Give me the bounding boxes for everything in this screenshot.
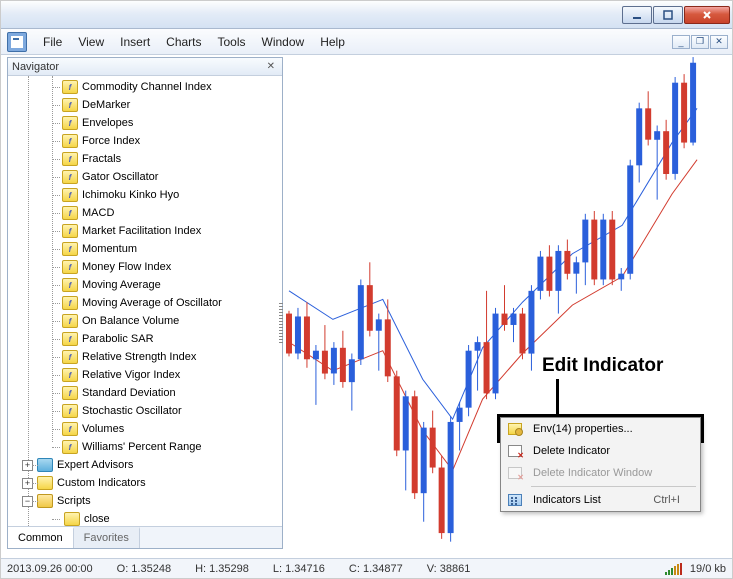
window-titlebar <box>1 1 732 29</box>
menu-tools[interactable]: Tools <box>210 31 254 53</box>
list-icon <box>508 494 522 506</box>
navigator-close-icon[interactable]: ✕ <box>264 61 278 72</box>
indicator-commodity-channel-index[interactable]: fCommodity Channel Index <box>8 78 282 96</box>
tree-item-close-script[interactable]: close <box>8 510 282 526</box>
status-date: 2013.09.26 00:00 <box>7 563 105 575</box>
expand-icon[interactable]: + <box>22 478 33 489</box>
menu-help[interactable]: Help <box>312 31 353 53</box>
indicator-volumes[interactable]: fVolumes <box>8 420 282 438</box>
status-open: O: 1.35248 <box>117 563 183 575</box>
menu-item-delete-indicator[interactable]: Delete Indicator <box>501 440 700 462</box>
tab-common[interactable]: Common <box>8 527 74 548</box>
status-high: H: 1.35298 <box>195 563 261 575</box>
indicator-williams-percent-range[interactable]: fWilliams' Percent Range <box>8 438 282 456</box>
indicator-fractals[interactable]: fFractals <box>8 150 282 168</box>
indicator-relative-strength-index[interactable]: fRelative Strength Index <box>8 348 282 366</box>
status-traffic: 19/0 kb <box>690 563 726 575</box>
menu-file[interactable]: File <box>35 31 70 53</box>
status-volume: V: 38861 <box>427 563 483 575</box>
indicator-moving-average[interactable]: fMoving Average <box>8 276 282 294</box>
indicator-icon: f <box>62 296 78 310</box>
indicator-envelopes[interactable]: fEnvelopes <box>8 114 282 132</box>
properties-icon <box>508 423 522 435</box>
custom-indicators-icon <box>37 476 53 490</box>
menu-item-delete-window: Delete Indicator Window <box>501 462 700 484</box>
maximize-button[interactable] <box>653 6 683 24</box>
statusbar: 2013.09.26 00:00 O: 1.35248 H: 1.35298 L… <box>1 558 732 578</box>
indicator-money-flow-index[interactable]: fMoney Flow Index <box>8 258 282 276</box>
indicator-icon: f <box>62 188 78 202</box>
indicator-icon: f <box>62 242 78 256</box>
indicator-macd[interactable]: fMACD <box>8 204 282 222</box>
mdi-restore-button[interactable]: ❐ <box>691 35 709 49</box>
menu-separator <box>531 486 696 487</box>
indicator-relative-vigor-index[interactable]: fRelative Vigor Index <box>8 366 282 384</box>
navigator-panel: Navigator ✕ fCommodity Channel IndexfDeM… <box>7 57 283 549</box>
expert-advisors-icon <box>37 458 53 472</box>
status-close: C: 1.34877 <box>349 563 415 575</box>
indicator-icon: f <box>62 224 78 238</box>
menu-item-properties[interactable]: Env(14) properties... <box>501 418 700 440</box>
tree-group-scripts[interactable]: −Scripts <box>8 492 282 510</box>
navigator-tabs: Common Favorites <box>8 526 282 548</box>
indicator-icon: f <box>62 80 78 94</box>
tab-favorites[interactable]: Favorites <box>74 527 140 548</box>
collapse-icon[interactable]: − <box>22 496 33 507</box>
indicator-icon: f <box>62 260 78 274</box>
indicator-icon: f <box>62 278 78 292</box>
delete-window-icon <box>508 467 522 479</box>
scripts-icon <box>37 494 53 508</box>
indicator-icon: f <box>62 314 78 328</box>
indicator-stochastic-oscillator[interactable]: fStochastic Oscillator <box>8 402 282 420</box>
app-icon <box>7 32 27 52</box>
delete-icon <box>508 445 522 457</box>
navigator-tree: fCommodity Channel IndexfDeMarkerfEnvelo… <box>8 76 282 526</box>
indicator-market-facilitation-index[interactable]: fMarket Facilitation Index <box>8 222 282 240</box>
menu-view[interactable]: View <box>70 31 112 53</box>
indicator-icon: f <box>62 440 78 454</box>
indicator-parabolic-sar[interactable]: fParabolic SAR <box>8 330 282 348</box>
mdi-close-button[interactable]: ✕ <box>710 35 728 49</box>
indicator-icon: f <box>62 368 78 382</box>
navigator-title: Navigator <box>12 61 59 73</box>
indicator-ichimoku-kinko-hyo[interactable]: fIchimoku Kinko Hyo <box>8 186 282 204</box>
menu-charts[interactable]: Charts <box>158 31 209 53</box>
indicator-force-index[interactable]: fForce Index <box>8 132 282 150</box>
script-icon <box>64 512 80 526</box>
indicator-gator-oscillator[interactable]: fGator Oscillator <box>8 168 282 186</box>
menu-item-indicators-list[interactable]: Indicators ListCtrl+I <box>501 489 700 511</box>
close-button[interactable] <box>684 6 730 24</box>
indicator-icon: f <box>62 152 78 166</box>
indicator-icon: f <box>62 386 78 400</box>
indicator-icon: f <box>62 206 78 220</box>
indicator-icon: f <box>62 116 78 130</box>
indicator-icon: f <box>62 422 78 436</box>
mdi-minimize-button[interactable]: _ <box>672 35 690 49</box>
indicator-icon: f <box>62 404 78 418</box>
indicator-momentum[interactable]: fMomentum <box>8 240 282 258</box>
connection-bars-icon <box>665 563 682 575</box>
indicator-context-menu: Env(14) properties... Delete Indicator D… <box>500 417 701 512</box>
indicator-demarker[interactable]: fDeMarker <box>8 96 282 114</box>
tree-group-expert-advisors[interactable]: +Expert Advisors <box>8 456 282 474</box>
indicator-icon: f <box>62 332 78 346</box>
navigator-header: Navigator ✕ <box>8 58 282 76</box>
menu-insert[interactable]: Insert <box>112 31 158 53</box>
indicator-icon: f <box>62 98 78 112</box>
indicator-icon: f <box>62 350 78 364</box>
tree-group-custom-indicators[interactable]: +Custom Indicators <box>8 474 282 492</box>
status-low: L: 1.34716 <box>273 563 337 575</box>
indicator-icon: f <box>62 134 78 148</box>
indicator-standard-deviation[interactable]: fStandard Deviation <box>8 384 282 402</box>
menubar: FileViewInsertChartsToolsWindowHelp _ ❐ … <box>1 29 732 55</box>
indicator-on-balance-volume[interactable]: fOn Balance Volume <box>8 312 282 330</box>
indicator-icon: f <box>62 170 78 184</box>
minimize-button[interactable] <box>622 6 652 24</box>
expand-icon[interactable]: + <box>22 460 33 471</box>
menu-window[interactable]: Window <box>254 31 313 53</box>
indicator-moving-average-of-oscillator[interactable]: fMoving Average of Oscillator <box>8 294 282 312</box>
